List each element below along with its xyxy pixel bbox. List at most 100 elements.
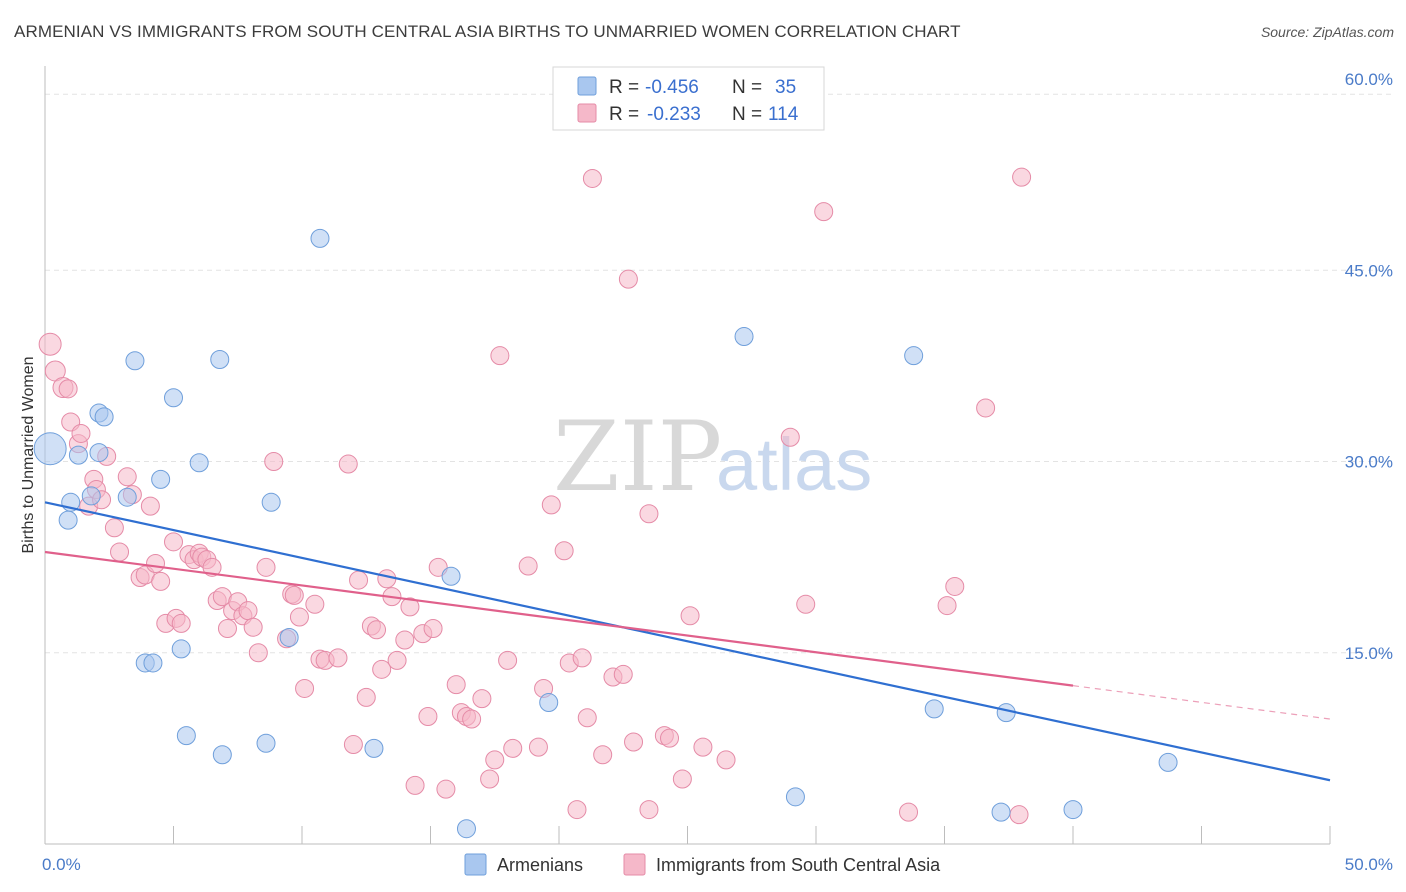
armenians-point-2	[58, 510, 78, 530]
legend-r-label-2: R =	[609, 104, 639, 125]
armenians-point-20	[256, 733, 276, 753]
immigrants-point-77	[490, 346, 510, 366]
armenians-point-22	[279, 627, 299, 647]
legend-r-value-1: -0.456	[645, 77, 699, 98]
y-tick-label-2: 30.0%	[1345, 453, 1393, 472]
immigrants-point-64	[405, 775, 425, 795]
legend-r-label-1: R =	[609, 77, 639, 98]
immigrants-point-80	[518, 556, 538, 576]
immigrants-point-95	[639, 504, 659, 524]
armenians-point-30	[904, 346, 924, 366]
tick-labels: 15.0% 30.0% 45.0% 60.0% 0.0% 50.0%	[42, 70, 1393, 874]
y-axis-label: Births to Unmarried Women	[20, 356, 37, 553]
immigrants-point-79	[503, 738, 523, 758]
armenians-point-25	[441, 566, 461, 586]
immigrants-point-69	[436, 779, 456, 799]
armenians-point-21	[261, 492, 281, 512]
armenians-point-27	[539, 692, 559, 712]
armenians-point-24	[364, 738, 384, 758]
y-tick-label-1: 15.0%	[1345, 644, 1393, 663]
bottom-legend-label-immigrants: Immigrants from South Central Asia	[656, 855, 941, 875]
legend-n-label-2: N =	[732, 104, 762, 125]
immigrants-point-54	[349, 570, 369, 590]
immigrants-point-111	[1012, 167, 1032, 187]
immigrants-point-109	[976, 398, 996, 418]
immigrants-point-42	[264, 452, 284, 471]
armenians-point-29	[785, 787, 805, 807]
watermark-zip: ZIP	[553, 401, 722, 513]
immigrants-point-25	[171, 613, 191, 633]
armenians-point-34	[1063, 800, 1083, 820]
bottom-legend-label-armenians: Armenians	[497, 855, 583, 875]
immigrants-point-61	[387, 650, 407, 670]
armenians-point-35	[1158, 752, 1178, 772]
immigrants-point-20	[146, 554, 166, 573]
immigrants-point-84	[554, 541, 574, 561]
armenians-point-6	[89, 443, 109, 463]
immigrants-point-62	[395, 630, 415, 650]
armenians-trend-line	[44, 501, 1331, 782]
immigrants-point-52	[338, 454, 358, 474]
immigrants-point-89	[582, 168, 602, 188]
watermark: ZIP atlas	[553, 401, 872, 513]
immigrants-point-73	[462, 709, 482, 729]
immigrants-point-58	[372, 659, 392, 679]
immigrants-point-98	[660, 728, 680, 748]
bottom-legend-swatch-armenians	[464, 853, 487, 876]
armenians-point-4	[68, 445, 88, 465]
immigrants-point-75	[480, 769, 500, 789]
immigrants-point-39	[243, 617, 263, 637]
armenians-point-1	[33, 432, 67, 466]
x-tick-label-start: 0.0%	[42, 855, 81, 874]
immigrants-point-100	[680, 606, 700, 626]
armenians-point-19	[212, 745, 232, 765]
immigrants-point-104	[796, 594, 816, 614]
armenians-point-9	[117, 487, 137, 507]
immigrants-point-14	[110, 542, 130, 562]
armenians-point-10	[125, 351, 145, 371]
immigrants-point-23	[164, 532, 183, 552]
grid-lines	[45, 93, 1393, 654]
armenians-point-12	[143, 653, 163, 673]
bottom-legend: Armenians Immigrants from South Central …	[464, 853, 941, 876]
immigrants-point-41	[256, 557, 276, 577]
immigrants-point-4	[58, 379, 78, 399]
armenians-point-14	[164, 388, 183, 408]
immigrants-point-86	[567, 800, 587, 820]
immigrants-point-93	[618, 269, 638, 289]
immigrants-point-90	[593, 745, 613, 765]
immigrants-point-76	[485, 750, 505, 770]
armenians-point-16	[176, 726, 196, 746]
immigrants-trend-line	[44, 550, 1074, 687]
immigrants-point-13	[104, 518, 124, 538]
immigrants-point-81	[528, 737, 548, 757]
armenians-point-32	[991, 802, 1011, 822]
immigrants-point-88	[577, 708, 597, 728]
immigrants-point-92	[613, 664, 633, 684]
legend-n-value-1: 35	[775, 77, 796, 98]
armenians-point-31	[924, 699, 944, 719]
immigrants-point-63	[400, 597, 420, 617]
immigrants-point-31	[202, 557, 222, 577]
stats-legend: R = -0.456 N = 35 R = -0.233 N = 114	[552, 66, 825, 131]
immigrants-point-38	[238, 601, 258, 621]
immigrants-point-94	[624, 732, 644, 752]
immigrants-point-87	[572, 648, 592, 668]
armenians-point-23	[310, 228, 330, 248]
immigrants-point-110	[1009, 805, 1029, 825]
immigrants-point-7	[71, 423, 91, 443]
immigrants-point-51	[328, 648, 348, 668]
armenians-point-5	[81, 486, 101, 506]
armenians-point-17	[189, 453, 209, 473]
immigrants-point-108	[945, 576, 965, 596]
immigrants-point-99	[672, 769, 692, 789]
immigrants-point-53	[343, 735, 363, 755]
immigrants-point-55	[356, 687, 376, 707]
immigrants-point-21	[151, 571, 171, 591]
immigrants-point-66	[418, 707, 438, 726]
immigrants-point-105	[814, 202, 834, 222]
armenians-point-13	[151, 469, 171, 489]
immigrants-point-40	[248, 643, 268, 663]
y-tick-label-4: 60.0%	[1345, 70, 1393, 89]
